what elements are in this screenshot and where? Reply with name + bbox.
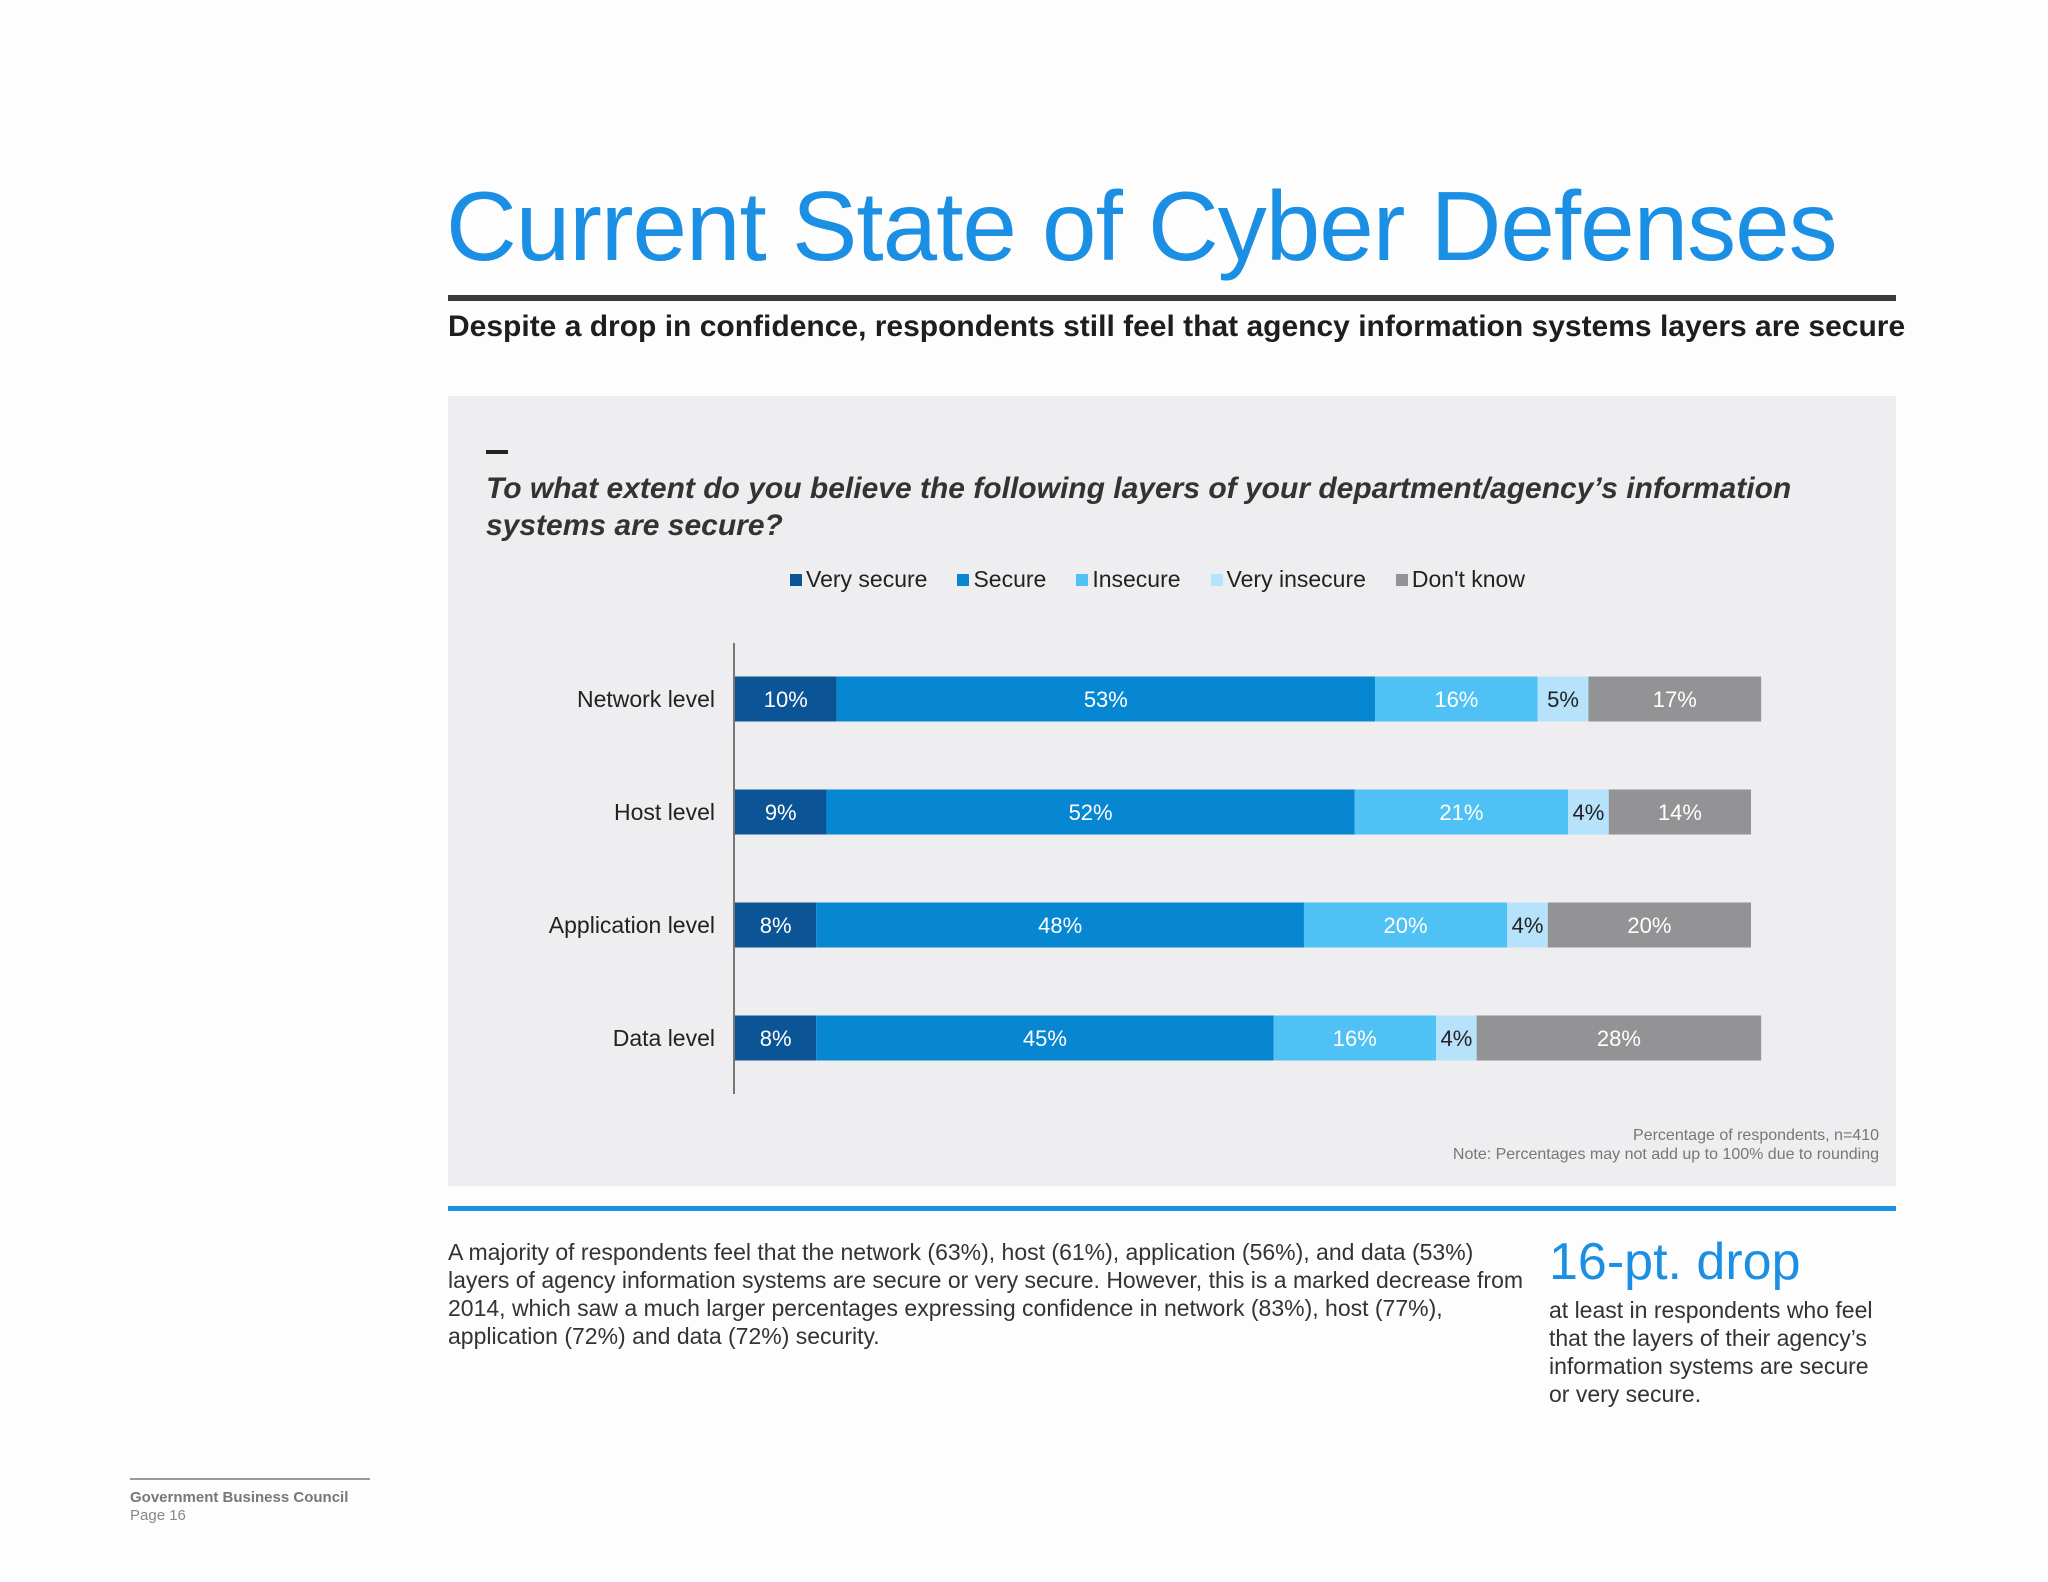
summary-paragraph: A majority of respondents feel that the … (448, 1239, 1524, 1349)
legend-item: Very secure (790, 566, 927, 593)
legend-swatch (1210, 573, 1223, 586)
callout-text: at least in respondents who feel that th… (1549, 1297, 1873, 1407)
callout-headline: 16-pt. drop (1549, 1233, 1801, 1291)
data-label: 52% (1069, 800, 1113, 825)
bar-segment (1608, 789, 1751, 835)
page-subtitle: Despite a drop in confidence, respondent… (448, 310, 1906, 343)
data-label: 16% (1333, 1026, 1377, 1051)
data-label: 8% (760, 913, 792, 938)
bar-segment (816, 902, 1304, 948)
data-label: 28% (1597, 1026, 1641, 1051)
legend-item: Very insecure (1210, 566, 1366, 593)
bar-segment (735, 676, 837, 722)
data-label: 45% (1023, 1026, 1067, 1051)
legend-label: Very secure (806, 566, 928, 592)
chart-legend: Very secure Secure Insecure Very insecure Do… (790, 566, 1525, 593)
bar-segment (1354, 789, 1569, 835)
legend-label: Very insecure (1226, 566, 1366, 592)
category-label: Host level (614, 799, 715, 825)
data-label: 20% (1384, 913, 1428, 938)
question-dash (486, 450, 508, 454)
rounding-note: Note: Percentages may not add up to 100%… (1452, 1146, 1879, 1163)
page-number: Page 16 (130, 1507, 186, 1524)
legend-swatch (1395, 573, 1408, 586)
data-label: 5% (1547, 687, 1579, 712)
data-label: 14% (1658, 800, 1702, 825)
legend-item: Secure (957, 566, 1046, 593)
data-label: 21% (1439, 800, 1483, 825)
section-divider (448, 1206, 1896, 1211)
title-divider (448, 295, 1896, 301)
bar-segment (1375, 676, 1538, 722)
legend-label: Insecure (1092, 566, 1181, 592)
legend-swatch (1076, 573, 1089, 586)
bar-segment (735, 1015, 817, 1061)
category-label: Application level (549, 912, 715, 938)
data-label: 16% (1434, 687, 1478, 712)
sample-note: Percentage of respondents, n=410 (1633, 1127, 1879, 1144)
footer-org: Government Business Council (130, 1489, 349, 1506)
data-label: 53% (1084, 687, 1128, 712)
bar-segment (1273, 1015, 1437, 1061)
bar-segment (1568, 789, 1609, 835)
legend-swatch (790, 573, 802, 586)
bar-segment (1476, 1015, 1762, 1061)
chart-title: To what extent do you believe the follow… (486, 472, 1792, 542)
data-label: 4% (1440, 1026, 1472, 1051)
data-label: 8% (760, 1026, 792, 1051)
bar-segment (836, 676, 1376, 722)
legend-label: Secure (973, 566, 1047, 592)
data-label: 9% (765, 800, 797, 825)
category-label: Data level (613, 1025, 715, 1051)
bar-segment (1303, 902, 1508, 948)
footer-divider (130, 1478, 370, 1480)
bar-segment (1436, 1015, 1477, 1061)
legend-item: Don't know (1395, 566, 1525, 593)
chart-notes: Percentage of respondents, n=410 Note: P… (1453, 1126, 1879, 1164)
data-label: 17% (1653, 687, 1697, 712)
bar-segment (735, 902, 817, 948)
bar-segment (1507, 902, 1548, 948)
data-label: 10% (764, 687, 808, 712)
bar-segment (1537, 676, 1589, 722)
bar-segment (1547, 902, 1751, 948)
bar-segment (735, 789, 827, 835)
data-label: 4% (1573, 800, 1605, 825)
legend-swatch (957, 573, 970, 586)
data-label: 48% (1038, 913, 1082, 938)
bar-segment (1588, 676, 1762, 722)
category-label: Network level (577, 686, 715, 712)
data-label: 20% (1627, 913, 1671, 938)
bar-segment (816, 1015, 1274, 1061)
legend-label: Don't know (1411, 566, 1525, 592)
data-label: 4% (1512, 913, 1544, 938)
legend-item: Insecure (1076, 566, 1181, 593)
page-title: Current State of Cyber Defenses (446, 171, 1838, 281)
bar-segment (826, 789, 1355, 835)
